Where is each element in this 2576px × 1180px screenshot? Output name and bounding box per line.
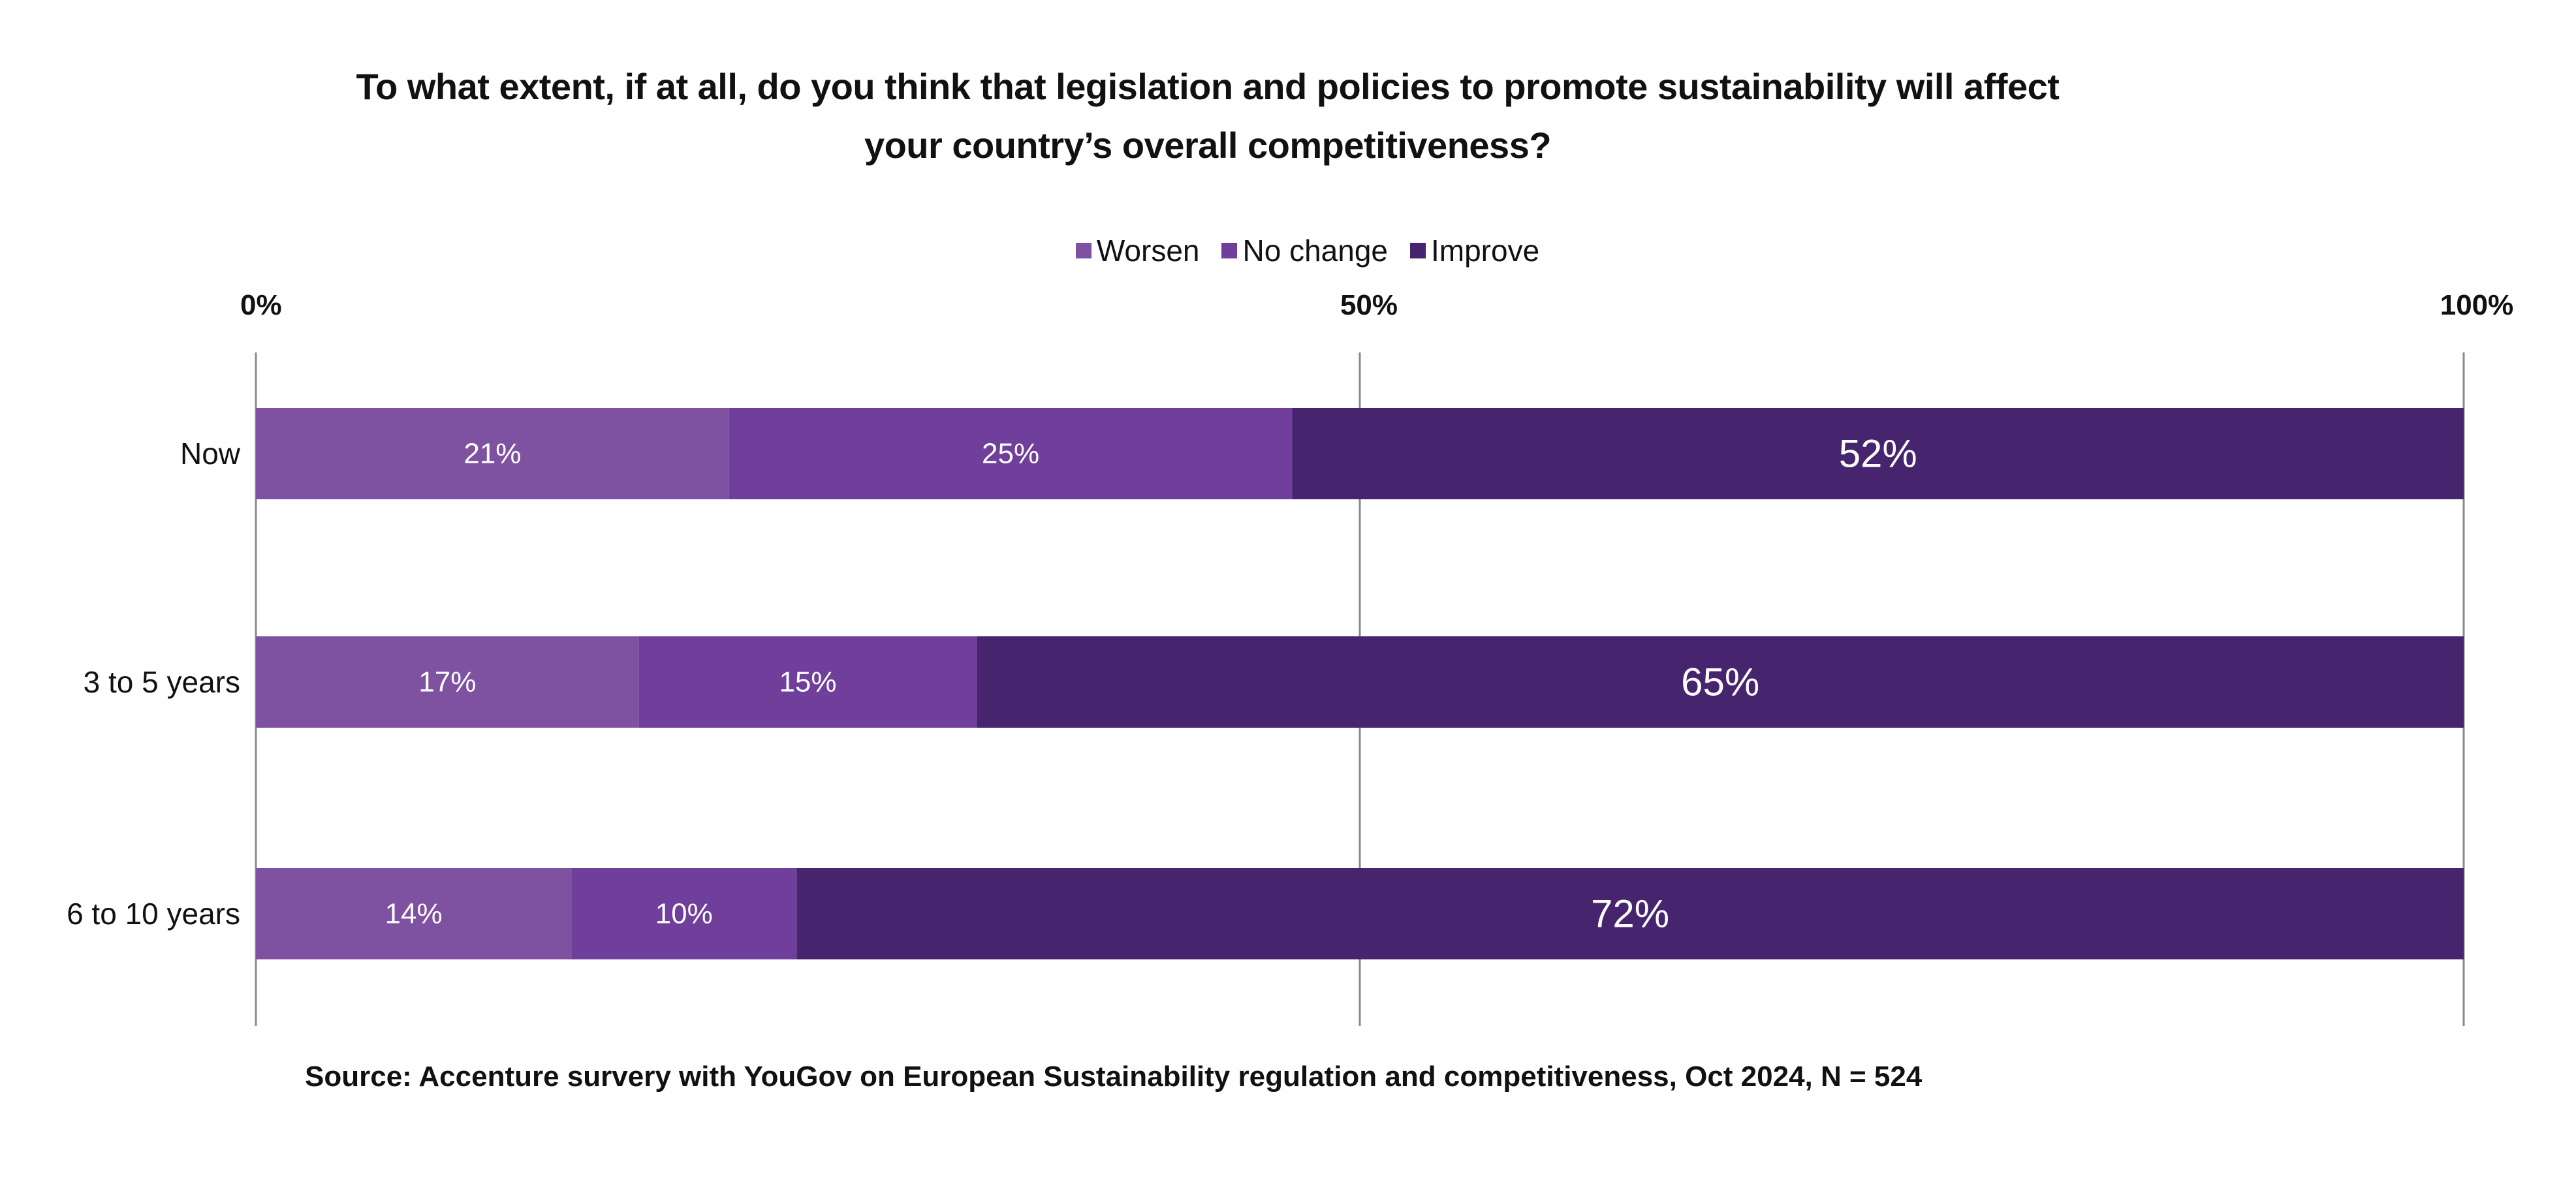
legend-item-improve: Improve (1409, 233, 1540, 268)
data-label: 21% (463, 438, 521, 470)
data-label: 17% (418, 666, 476, 698)
source-note: Source: Accenture survery with YouGov on… (305, 1061, 1923, 1093)
bar-segment-worsen (256, 408, 729, 499)
legend-label-worsen: Worsen (1096, 234, 1200, 268)
legend-item-no-change: No change (1221, 233, 1388, 268)
chart-title-line-1: To what extent, if at all, do you think … (356, 66, 2060, 107)
legend-item-worsen: Worsen (1075, 233, 1200, 268)
data-label: 25% (982, 438, 1039, 470)
bar-segment-improve (977, 636, 2464, 728)
axis-tick-labels: 0% 50% 100% (240, 289, 2513, 321)
data-label: 15% (779, 666, 836, 698)
axis-tick-label: 100% (2440, 289, 2514, 321)
bar-segment-improve (796, 868, 2464, 959)
data-label: 10% (655, 898, 713, 930)
bar-segment-no-change (729, 408, 1293, 499)
legend: Worsen No change Improve (20, 230, 2576, 272)
bar-segment-worsen (256, 636, 639, 728)
bar-segment-worsen (256, 868, 572, 959)
legend-label-improve: Improve (1430, 234, 1540, 268)
chart-title: To what extent, if at all, do you think … (261, 57, 2154, 175)
legend-swatch-worsen (1075, 243, 1092, 258)
legend-swatch-improve (1409, 243, 1426, 258)
data-label: 72% (1591, 892, 1669, 936)
legend-label-no-change: No change (1242, 234, 1388, 268)
data-label: 65% (1681, 660, 1759, 704)
data-label: 14% (385, 898, 443, 930)
category-label: 6 to 10 years (67, 897, 240, 931)
axis-tick-label: 50% (1340, 289, 1398, 321)
data-label: 52% (1839, 432, 1917, 476)
legend-swatch-no-change (1221, 243, 1238, 258)
category-label: 3 to 5 years (84, 665, 240, 699)
bar-segment-no-change (638, 636, 977, 728)
bar-segments: 21% 25% 52% 17% 15% 65% 14% 10% 72% (256, 408, 2464, 959)
axis-tick-label: 0% (240, 289, 282, 321)
bar-segment-improve (1292, 408, 2464, 499)
category-label: Now (180, 437, 241, 471)
bar-segment-no-change (571, 868, 797, 959)
category-labels: Now 3 to 5 years 6 to 10 years (67, 437, 241, 931)
chart-title-line-2: your country’s overall competitiveness? (864, 125, 1552, 166)
